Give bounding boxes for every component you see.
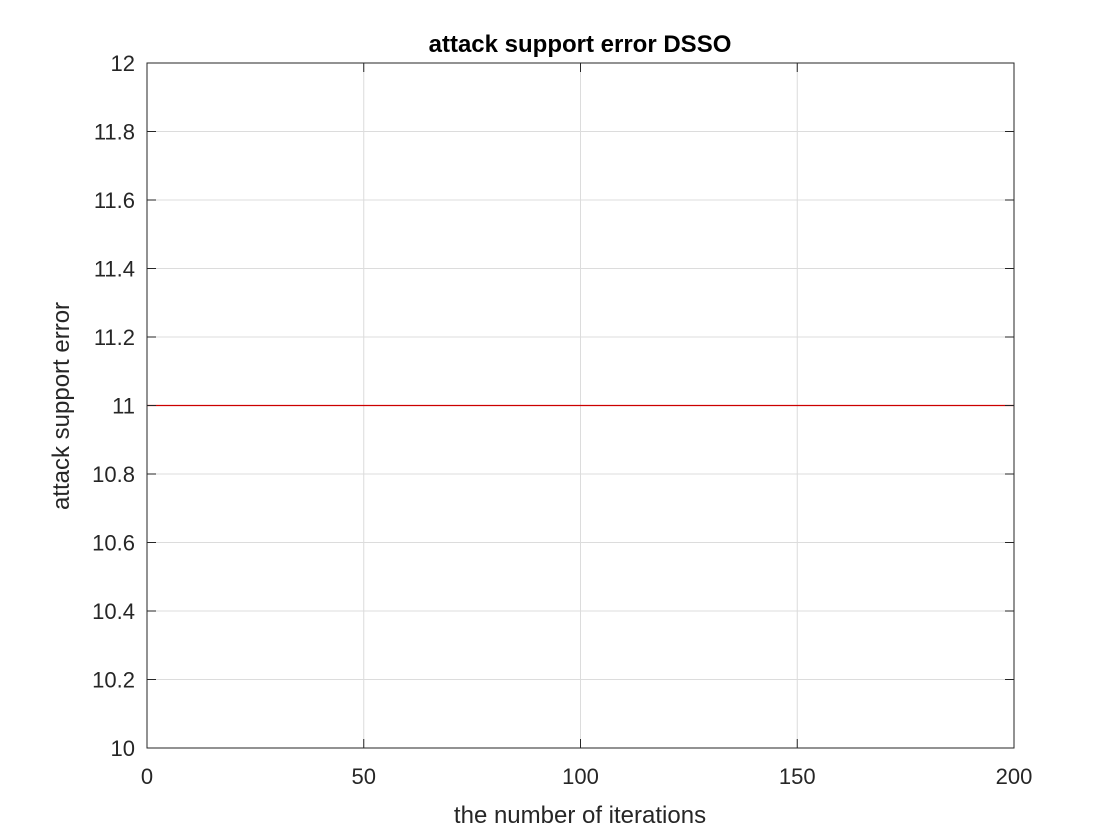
y-tick-label: 11 [112, 394, 135, 419]
y-tick-label: 11.4 [94, 257, 135, 282]
y-tick-label: 12 [111, 51, 135, 76]
x-tick-labels: 0 50 100 150 200 [141, 764, 1032, 789]
y-tick-label: 10 [111, 736, 135, 761]
x-tick-label: 0 [141, 764, 153, 789]
y-tick-label: 11.8 [94, 120, 135, 145]
chart-title: attack support error DSSO [429, 31, 732, 58]
y-tick-labels: 10 10.2 10.4 10.6 10.8 11 11.2 11.4 11.6 11.8 12 [92, 51, 135, 761]
x-axis-label: the number of iterations [454, 802, 706, 829]
y-tick-label: 11.2 [94, 325, 135, 350]
x-tick-label: 200 [996, 764, 1033, 789]
y-tick-label: 10.8 [92, 462, 135, 487]
x-tick-label: 150 [779, 764, 816, 789]
x-tick-label: 50 [352, 764, 376, 789]
y-axis-label: attack support error [48, 302, 75, 510]
y-tick-label: 10.2 [92, 668, 135, 693]
y-tick-label: 10.6 [92, 531, 135, 556]
tick-marks [146, 62, 1015, 749]
x-tick-label: 100 [562, 764, 599, 789]
y-tick-label: 11.6 [94, 188, 135, 213]
y-tick-label: 10.4 [92, 599, 135, 624]
